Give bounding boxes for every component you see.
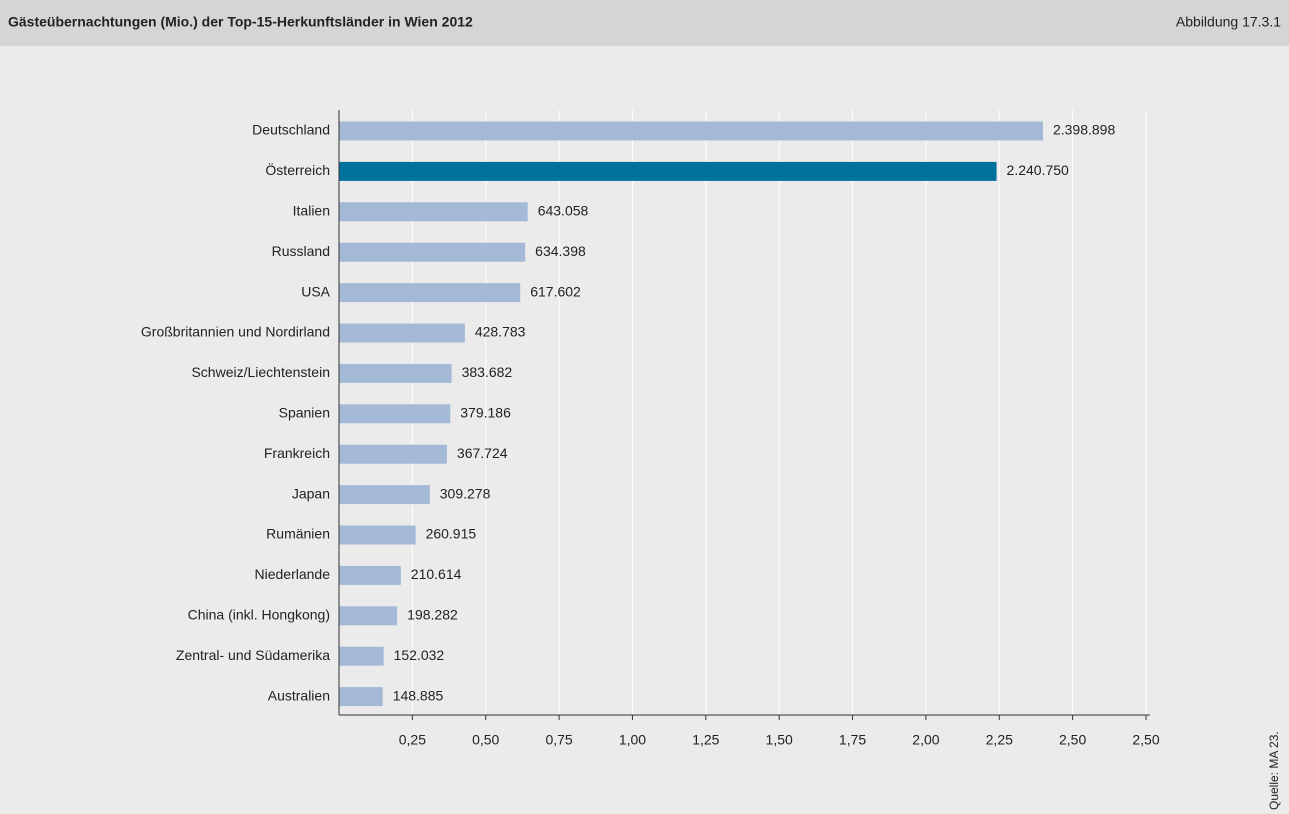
bar	[339, 121, 1043, 141]
x-tick-label: 2,50	[1132, 732, 1159, 748]
header-bar	[0, 0, 1289, 46]
x-tick-label: 1,25	[692, 732, 719, 748]
x-tick-label: 1,50	[766, 732, 793, 748]
bar	[339, 323, 465, 343]
y-tick-label: Australien	[268, 687, 330, 703]
value-label: 617.602	[530, 283, 581, 299]
value-label: 2.398.898	[1053, 122, 1115, 138]
value-label: 634.398	[535, 243, 586, 259]
value-label: 383.682	[462, 364, 513, 380]
bar	[339, 242, 526, 262]
x-tick-label: 2,00	[912, 732, 939, 748]
bar	[339, 404, 451, 424]
value-label: 260.915	[426, 526, 477, 542]
x-tick-label: 1,75	[839, 732, 866, 748]
bar	[339, 283, 521, 303]
bar	[339, 525, 416, 545]
y-tick-label: Spanien	[279, 405, 330, 421]
y-tick-label: Japan	[292, 485, 330, 501]
y-tick-label: Schweiz/Liechtenstein	[191, 364, 330, 380]
value-label: 643.058	[538, 203, 589, 219]
value-label: 148.885	[393, 687, 444, 703]
bar	[339, 363, 452, 383]
x-tick-label: 2,50	[1059, 732, 1086, 748]
y-tick-label: China (inkl. Hongkong)	[188, 607, 330, 623]
value-label: 379.186	[460, 405, 511, 421]
y-tick-label: Rumänien	[266, 526, 330, 542]
y-tick-label: Niederlande	[255, 566, 331, 582]
bar	[339, 161, 997, 181]
bar	[339, 646, 384, 666]
value-label: 428.783	[475, 324, 526, 340]
y-tick-label: Frankreich	[264, 445, 330, 461]
bar	[339, 202, 528, 222]
value-label: 210.614	[411, 566, 462, 582]
y-tick-label: Deutschland	[252, 122, 330, 138]
x-tick-label: 0,50	[472, 732, 499, 748]
value-label: 367.724	[457, 445, 508, 461]
y-tick-label: Großbritannien und Nordirland	[141, 324, 330, 340]
x-tick-label: 1,00	[619, 732, 646, 748]
chart-title: Gästeübernachtungen (Mio.) der Top-15-He…	[8, 14, 473, 30]
bar	[339, 565, 401, 585]
value-label: 198.282	[407, 607, 458, 623]
value-label: 2.240.750	[1007, 162, 1069, 178]
x-tick-label: 0,25	[399, 732, 426, 748]
bar	[339, 606, 398, 626]
bar	[339, 485, 430, 505]
x-tick-label: 0,75	[545, 732, 572, 748]
value-label: 309.278	[440, 485, 491, 501]
source: Quelle: MA 23.	[1267, 731, 1281, 810]
y-tick-label: Zentral- und Südamerika	[176, 647, 330, 663]
y-tick-label: Österreich	[265, 161, 330, 178]
bar	[339, 687, 383, 707]
y-tick-label: USA	[301, 283, 330, 299]
value-label: 152.032	[394, 647, 445, 663]
x-tick-label: 2,25	[986, 732, 1013, 748]
y-tick-label: Russland	[272, 243, 330, 259]
figure-label: Abbildung 17.3.1	[1176, 14, 1281, 30]
bar	[339, 444, 447, 464]
y-tick-label: Italien	[293, 203, 330, 219]
